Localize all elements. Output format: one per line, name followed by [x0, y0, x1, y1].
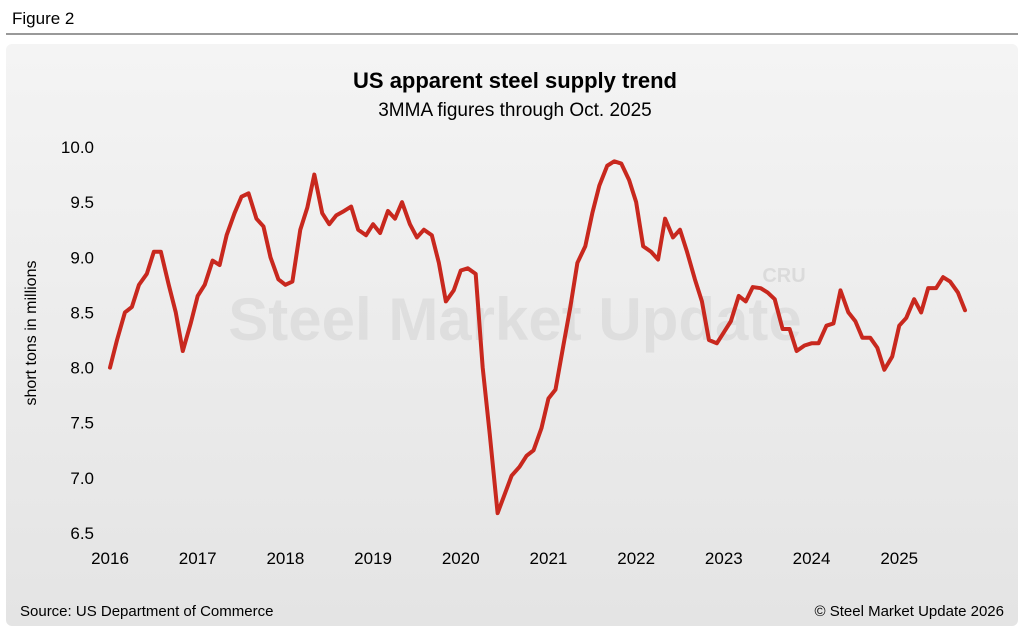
y-tick-label: 8.5 — [70, 303, 94, 322]
x-tick-label: 2019 — [354, 549, 392, 568]
x-tick-label: 2018 — [266, 549, 304, 568]
x-tick-label: 2022 — [617, 549, 655, 568]
chart-title: US apparent steel supply trend — [353, 68, 677, 93]
copyright: © Steel Market Update 2026 — [815, 603, 1005, 620]
x-tick-label: 2016 — [91, 549, 129, 568]
figure-label: Figure 2 — [12, 9, 74, 28]
y-tick-label: 7.5 — [70, 414, 94, 433]
x-tick-label: 2020 — [442, 549, 480, 568]
x-tick-label: 2023 — [705, 549, 743, 568]
y-tick-label: 9.0 — [70, 248, 94, 267]
y-tick-label: 10.0 — [61, 138, 94, 157]
x-tick-label: 2025 — [880, 549, 918, 568]
source: Source: US Department of Commerce — [20, 603, 273, 620]
y-tick-label: 7.0 — [70, 469, 94, 488]
y-tick-label: 9.5 — [70, 193, 94, 212]
chart-subtitle: 3MMA figures through Oct. 2025 — [378, 100, 652, 121]
watermark: CRU — [762, 265, 805, 287]
x-tick-label: 2021 — [530, 549, 568, 568]
data-line — [108, 159, 967, 516]
y-axis-label: short tons in millions — [23, 261, 40, 406]
x-tick-label: 2024 — [793, 549, 831, 568]
panel — [6, 44, 1018, 626]
y-tick-label: 6.5 — [70, 524, 94, 543]
y-tick-label: 8.0 — [70, 359, 94, 378]
x-tick-label: 2017 — [179, 549, 217, 568]
